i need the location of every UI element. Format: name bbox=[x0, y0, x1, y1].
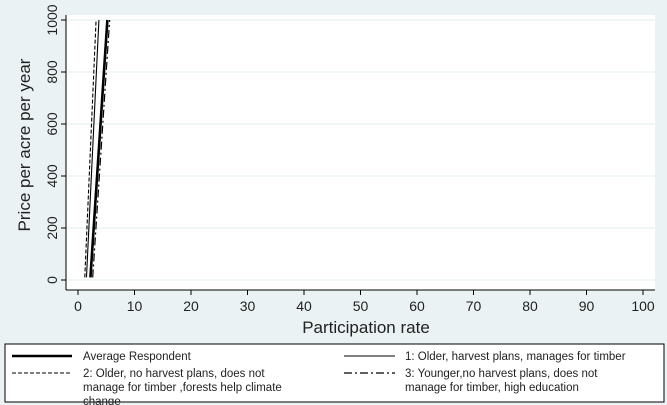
x-tick-label-10: 10 bbox=[127, 298, 143, 314]
series-line-1 bbox=[85, 19, 100, 278]
y-axis-ticks: 0 200 400 600 800 1000 bbox=[44, 4, 66, 284]
x-tick-label-0: 0 bbox=[74, 298, 82, 314]
legend-label-3: 3: Younger,no harvest plans, does not man… bbox=[405, 368, 598, 394]
series-line-3 bbox=[92, 19, 111, 278]
x-axis-title: Participation rate bbox=[302, 318, 430, 337]
series-line-0 bbox=[89, 19, 109, 278]
grid-lines bbox=[66, 19, 655, 281]
y-axis-title: Price per acre per year bbox=[15, 58, 34, 231]
x-tick-label-40: 40 bbox=[296, 298, 312, 314]
x-tick-label-30: 30 bbox=[240, 298, 256, 314]
y-tick-label-400: 400 bbox=[44, 164, 60, 188]
series-line-2 bbox=[84, 19, 97, 278]
x-tick-label-60: 60 bbox=[409, 298, 425, 314]
plot-area bbox=[66, 15, 655, 290]
y-tick-label-800: 800 bbox=[44, 60, 60, 84]
x-tick-label-70: 70 bbox=[466, 298, 482, 314]
y-tick-label-0: 0 bbox=[44, 276, 60, 284]
y-tick-label-200: 200 bbox=[44, 216, 60, 240]
x-tick-label-50: 50 bbox=[353, 298, 369, 314]
legend: Average Respondent 1: Older, harvest plan… bbox=[12, 351, 626, 405]
x-tick-label-20: 20 bbox=[183, 298, 199, 314]
x-axis-ticks: 0 10 20 30 40 50 60 70 80 90 100 bbox=[74, 290, 655, 314]
y-tick-label-1000: 1000 bbox=[44, 4, 60, 35]
legend-box bbox=[4, 343, 665, 403]
x-tick-label-90: 90 bbox=[579, 298, 595, 314]
y-tick-label-600: 600 bbox=[44, 112, 60, 136]
x-tick-label-100: 100 bbox=[631, 298, 655, 314]
legend-label-2: 2: Older, no harvest plans, does not mana… bbox=[83, 368, 282, 405]
legend-label-0: Average Respondent bbox=[83, 351, 192, 363]
series-lines bbox=[84, 19, 111, 278]
legend-label-1: 1: Older, harvest plans, manages for tim… bbox=[405, 351, 626, 363]
x-tick-label-80: 80 bbox=[522, 298, 538, 314]
